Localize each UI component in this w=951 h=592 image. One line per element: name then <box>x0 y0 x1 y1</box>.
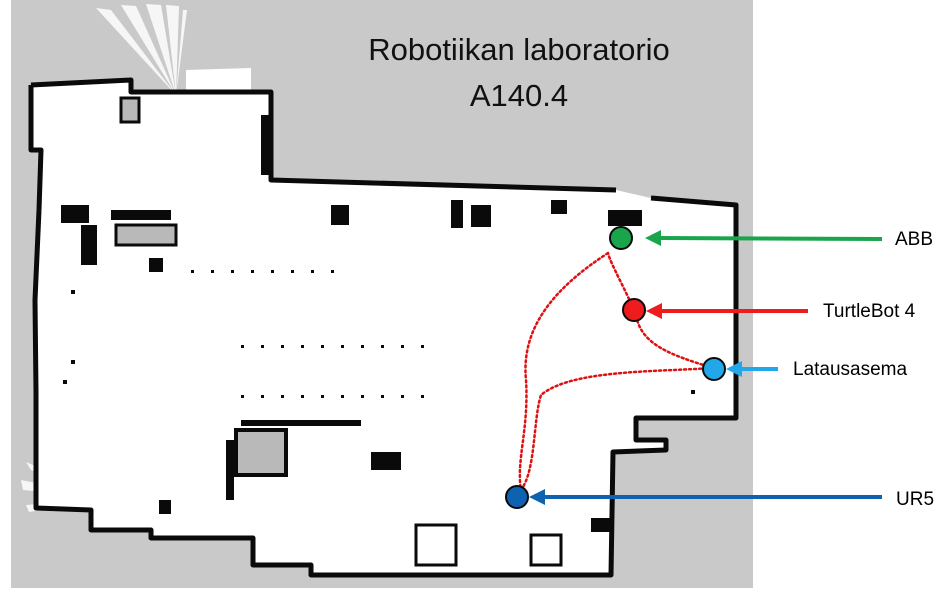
marker-abb-dot[interactable] <box>609 226 633 250</box>
marker-turtlebot-dot[interactable] <box>622 298 646 322</box>
route-path <box>518 251 714 494</box>
label-latausasema: Latausasema <box>793 359 908 380</box>
label-turtlebot: TurtleBot 4 <box>823 301 916 322</box>
free-space <box>31 68 736 575</box>
obstacle-dots <box>63 270 695 398</box>
laser-fan-top <box>96 4 187 95</box>
marker-latausasema-dot[interactable] <box>702 357 726 381</box>
obstacles <box>61 96 642 567</box>
label-abb: ABB <box>895 229 934 250</box>
walls <box>28 77 739 578</box>
map-title-line1: Robotiikan laboratorio <box>368 32 670 67</box>
occupancy-map: Robotiikan laboratorio A140.4 <box>11 0 753 588</box>
map-drawing <box>21 4 739 578</box>
marker-ur5-dot[interactable] <box>505 485 529 509</box>
label-ur5: UR5 <box>896 489 935 510</box>
map-title-line2: A140.4 <box>469 78 569 113</box>
